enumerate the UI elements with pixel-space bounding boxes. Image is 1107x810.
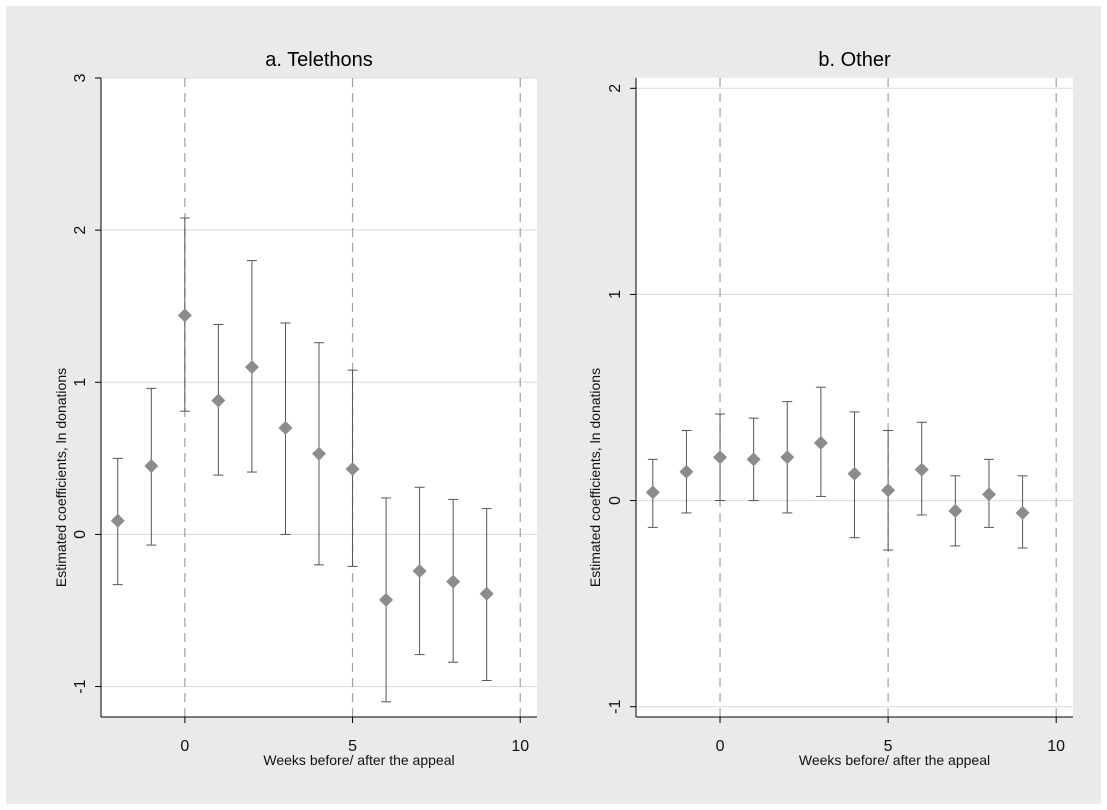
y-tick-label: 2 [72, 226, 89, 235]
data-point [847, 466, 862, 481]
chart-title: a. Telethons [265, 49, 373, 71]
data-point [345, 462, 360, 477]
data-point [645, 485, 660, 500]
chart-title: b. Other [818, 49, 891, 71]
data-point [312, 446, 326, 461]
x-tick-label: 10 [511, 738, 529, 755]
data-point [981, 487, 996, 502]
plot-area [636, 78, 1073, 717]
y-tick-label: 0 [72, 530, 89, 539]
x-tick-label: 0 [180, 738, 189, 755]
data-point [881, 483, 896, 498]
y-tick-label: -1 [72, 679, 89, 693]
data-point [780, 450, 795, 465]
x-tick-label: 10 [1047, 738, 1065, 755]
data-point [144, 458, 159, 473]
data-point [914, 462, 929, 477]
panel-telethons: -1 0 1 2 3 0 5 10 a. Telethons Weeks before/ afte… [53, 49, 537, 768]
y-tick-label: -1 [607, 699, 624, 713]
x-axis-label: Weeks before/ after the appeal [799, 752, 990, 768]
data-point [244, 360, 259, 375]
y-tick-label: 0 [607, 496, 624, 505]
data-point [679, 464, 694, 479]
y-axis-label: Estimated coefficients, ln donations [587, 368, 603, 587]
y-tick-label: 1 [607, 290, 624, 299]
data-point [479, 586, 494, 601]
data-point [713, 450, 728, 465]
data-point [813, 435, 828, 450]
data-point [1015, 505, 1030, 520]
x-tick-label: 5 [884, 738, 893, 755]
data-point [446, 574, 461, 589]
x-tick-label: 5 [348, 738, 357, 755]
y-tick-label: 2 [607, 84, 624, 93]
y-axis-label: Estimated coefficients, ln donations [53, 368, 69, 587]
data-point [278, 420, 293, 435]
data-point [379, 592, 394, 607]
y-tick-label: 1 [72, 378, 89, 387]
y-tick-label: 3 [72, 73, 89, 82]
data-point [177, 308, 192, 323]
x-axis-label: Weeks before/ after the appeal [263, 752, 454, 768]
panel-other: -1 0 1 2 0 5 10 b. Other Weeks before/ after the… [587, 49, 1073, 768]
data-point [110, 513, 125, 528]
data-point [412, 563, 427, 578]
data-point [746, 452, 761, 467]
data-point [211, 393, 226, 408]
data-point [948, 503, 963, 518]
x-tick-label: 0 [716, 738, 725, 755]
